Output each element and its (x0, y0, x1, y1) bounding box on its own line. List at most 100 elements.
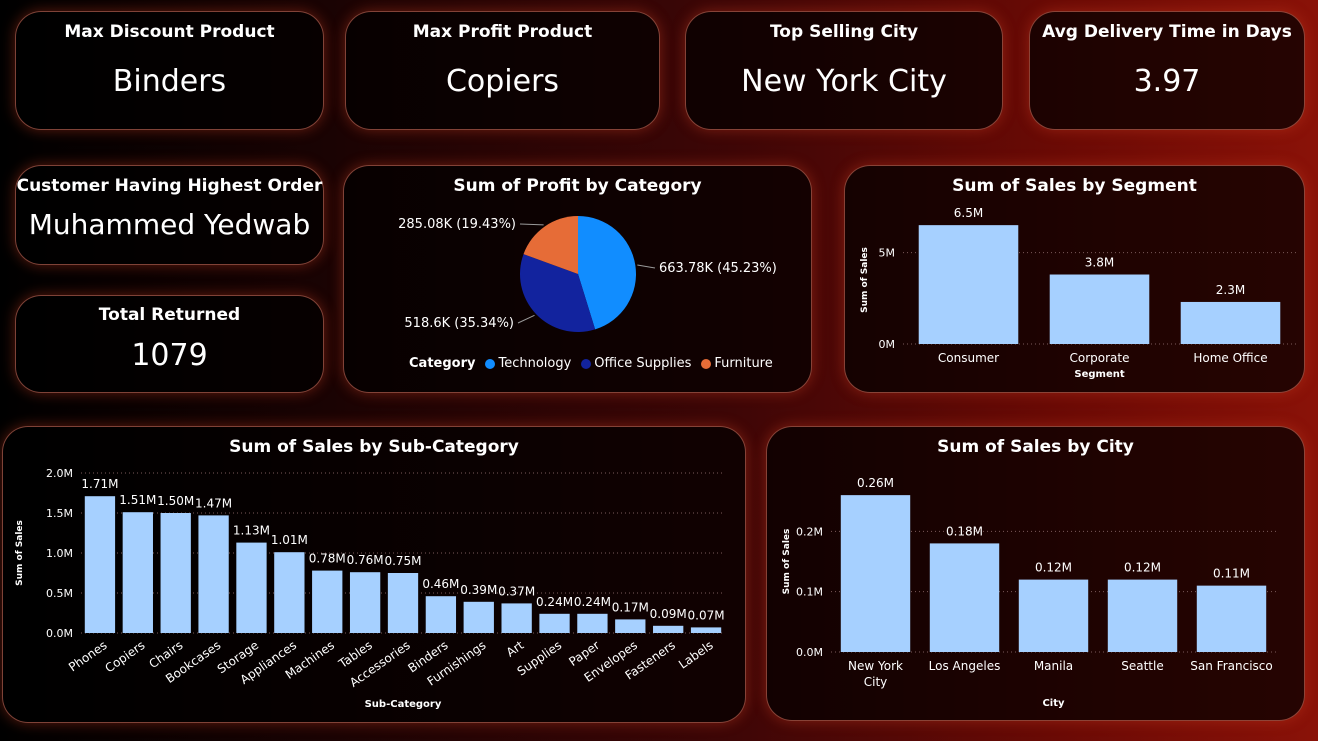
bar-chairs (160, 513, 191, 633)
kpi-title: Max Profit Product (412, 22, 593, 42)
bar-data-label: 0.39M (460, 583, 497, 597)
pie-data-label: 518.6K (35.34%) (404, 316, 514, 331)
bar-supplies (539, 613, 570, 633)
kpi-value: New York City (741, 64, 947, 99)
bar-data-label: 0.24M (574, 595, 611, 609)
kpi-title: Customer Having Highest Order (16, 176, 323, 196)
bar-data-label: 2.3M (1216, 283, 1245, 297)
bar-los-angeles (929, 543, 1000, 652)
sales-by-city-chart: 0.0M 0.1M 0.2M Sum of Sales 0.26M New York Cit… (782, 476, 1276, 709)
bar-labels (690, 627, 722, 633)
y-tick-label: 2.0M (46, 467, 73, 480)
kpi-value: 3.97 (1133, 64, 1201, 99)
kpi-card-top-city: Top Selling City New York City (685, 11, 1003, 130)
kpi-title: Top Selling City (769, 22, 919, 42)
kpi-title: Max Discount Product (64, 22, 275, 42)
x-tick-label: City (864, 675, 888, 689)
pie-leader-line (517, 314, 535, 324)
y-axis-title: Sum of Sales (782, 529, 792, 595)
sales-by-subcategory-chart: 0.0M 0.5M 1.0M 1.5M 2.0M Sum of Sales 1.71M Pho… (15, 467, 725, 710)
x-axis-title: Sub-Category (365, 699, 442, 710)
y-axis-title: Sum of Sales (860, 247, 870, 313)
y-tick-label: 1.0M (46, 547, 73, 560)
y-tick-label: 0.2M (796, 525, 823, 538)
pie-leader-line (637, 264, 656, 269)
legend-item-technology[interactable]: Technology (485, 356, 571, 371)
bar-data-label: 1.47M (195, 496, 232, 510)
bar-data-label: 1.13M (233, 524, 270, 538)
x-tick-label: Consumer (938, 351, 999, 365)
kpi-value: Copiers (445, 64, 560, 99)
kpi-title: Total Returned (98, 305, 241, 325)
y-tick-label: 0.5M (46, 587, 73, 600)
chart-title: Sum of Profit by Category (453, 176, 702, 196)
bar-data-label: 0.17M (612, 600, 649, 614)
bar-appliances (274, 552, 305, 633)
chart-title: Sum of Sales by Sub-Category (229, 437, 519, 457)
legend-item-office-supplies[interactable]: Office Supplies (581, 356, 691, 371)
bar-paper (577, 613, 608, 633)
bar-data-label: 0.12M (1035, 561, 1072, 575)
bar-storage (236, 542, 267, 633)
chart-title: Sum of Sales by City (937, 437, 1134, 457)
pie-data-label: 663.78K (45.23%) (659, 261, 777, 276)
pie-data-label: 285.08K (19.43%) (398, 217, 516, 232)
bar-accessories (387, 573, 419, 633)
bar-data-label: 6.5M (954, 206, 983, 220)
x-tick-label: Home Office (1193, 351, 1267, 365)
legend-label: Technology (498, 356, 572, 371)
bar-furnishings (463, 601, 494, 633)
y-tick-label: 0M (879, 338, 896, 351)
bar-phones (84, 496, 116, 633)
profit-by-category-card: Sum of Profit by Category 663.78K (45.23… (343, 165, 812, 393)
x-tick-label: Corporate (1070, 351, 1130, 365)
y-tick-label: 1.5M (46, 507, 73, 520)
y-axis-title: Sum of Sales (15, 520, 25, 586)
x-tick-label: Copiers (102, 638, 147, 675)
bar-machines (312, 570, 343, 633)
bar-home-office (1180, 301, 1281, 344)
x-tick-label: Manila (1034, 659, 1073, 673)
bar-envelopes (615, 619, 646, 633)
category-legend: Category Technology Office Supplies Furn… (409, 356, 777, 371)
legend-dot (581, 358, 592, 369)
y-tick-label: 5M (879, 247, 896, 260)
x-tick-label: Labels (676, 638, 716, 672)
y-tick-label: 0.0M (46, 627, 73, 640)
kpi-card-top-customer: Customer Having Highest Order Muhammed Y… (15, 165, 324, 265)
kpi-title: Avg Delivery Time in Days (1042, 22, 1292, 42)
kpi-card-max-profit: Max Profit Product Copiers (345, 11, 660, 130)
legend-dot (485, 358, 496, 369)
pie-slice-technology (578, 216, 637, 330)
bar-fasteners (653, 625, 684, 633)
bar-data-label: 0.26M (857, 476, 894, 490)
bar-bookcases (198, 515, 229, 633)
pie-leader-line (519, 223, 544, 226)
bar-data-label: 0.07M (688, 608, 725, 622)
bar-data-label: 1.50M (157, 494, 194, 508)
sales-by-city-card: Sum of Sales by City 0.0M 0.1M 0.2M Sum of … (766, 426, 1305, 721)
y-tick-label: 0.0M (796, 646, 823, 659)
x-tick-label: Los Angeles (929, 659, 1001, 673)
kpi-value: 1079 (131, 338, 208, 373)
sales-by-subcategory-card: Sum of Sales by Sub-Category 0.0M 0.5M 1.0… (2, 426, 746, 723)
bar-data-label: 1.01M (271, 533, 308, 547)
legend-title: Category (409, 356, 476, 371)
bar-seattle (1107, 579, 1178, 652)
x-tick-label: Art (504, 638, 527, 660)
x-axis-title: City (1042, 698, 1065, 709)
pie-slice-furniture (523, 216, 578, 274)
legend-item-furniture[interactable]: Furniture (701, 356, 773, 371)
bar-data-label: 0.12M (1124, 561, 1161, 575)
bar-art (501, 603, 532, 633)
bar-data-label: 0.78M (309, 552, 346, 566)
bar-data-label: 1.71M (81, 477, 118, 491)
kpi-card-total-returned: Total Returned 1079 (15, 295, 324, 393)
chart-title: Sum of Sales by Segment (952, 176, 1197, 196)
bar-data-label: 0.75M (384, 554, 421, 568)
bar-corporate (1049, 274, 1150, 344)
bar-data-label: 0.46M (422, 577, 459, 591)
y-tick-label: 0.1M (796, 586, 823, 599)
bar-data-label: 0.18M (946, 524, 983, 538)
legend-label: Office Supplies (594, 356, 692, 371)
